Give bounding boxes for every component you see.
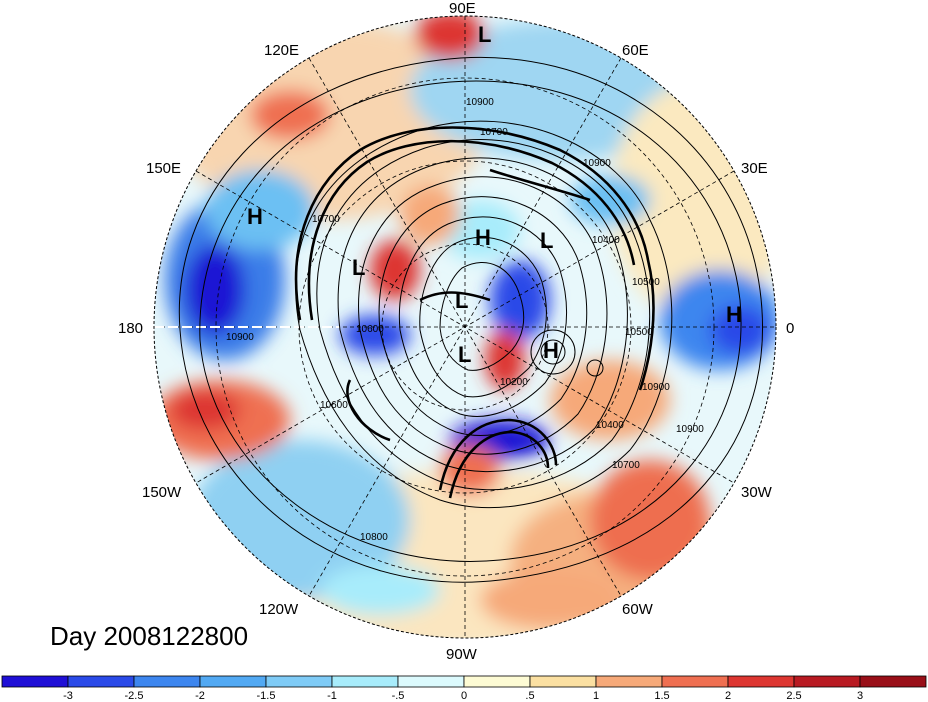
colorbar-tick-label: -1.5 bbox=[257, 690, 276, 702]
contour-label: 10400 bbox=[596, 420, 624, 431]
colorbar-swatch bbox=[133, 675, 201, 688]
longitude-label: 0 bbox=[786, 320, 794, 337]
colorbar-tick-label: -2.5 bbox=[125, 690, 144, 702]
colorbar-tick-label: 2.5 bbox=[786, 690, 801, 702]
contour-label: 10700 bbox=[612, 460, 640, 471]
colorbar-swatch bbox=[661, 675, 729, 688]
colorbar-swatch bbox=[463, 675, 531, 688]
colorbar-swatch bbox=[265, 675, 333, 688]
contour-label: 10900 bbox=[466, 97, 494, 108]
contour-label: 10700 bbox=[480, 127, 508, 138]
colorbar-tick-label: -1 bbox=[327, 690, 337, 702]
longitude-label: 150E bbox=[146, 160, 181, 177]
pressure-center-label: H bbox=[726, 302, 742, 327]
pressure-center-label: H bbox=[543, 338, 559, 363]
colorbar-swatch bbox=[529, 675, 597, 688]
pressure-centers: L H L H L L H H L bbox=[247, 22, 742, 367]
longitude-label: 120E bbox=[264, 42, 299, 59]
pressure-center-label: L bbox=[478, 22, 491, 47]
height-contours bbox=[178, 56, 764, 583]
longitude-label: 90W bbox=[446, 646, 478, 663]
colorbar-tick-label: 2 bbox=[725, 690, 731, 702]
colorbar-swatch bbox=[793, 675, 861, 688]
colorbar bbox=[1, 675, 927, 688]
pressure-center-label: L bbox=[540, 228, 553, 253]
contour-label: 10600 bbox=[356, 324, 384, 335]
contour-label: 10800 bbox=[360, 532, 388, 543]
longitude-label: 120W bbox=[259, 601, 299, 618]
colorbar-swatch bbox=[331, 675, 399, 688]
longitude-label: 30E bbox=[741, 160, 768, 177]
contour-label: 10900 bbox=[676, 424, 704, 435]
pressure-center-label: L bbox=[455, 288, 468, 313]
colorbar-tick-label: 0 bbox=[461, 690, 467, 702]
jet-contours bbox=[294, 126, 655, 499]
colorbar-swatch bbox=[199, 675, 267, 688]
colorbar-tick-label: -.5 bbox=[392, 690, 405, 702]
colorbar-swatch bbox=[1, 675, 69, 688]
pressure-center-label: H bbox=[247, 204, 263, 229]
colorbar-tick-label: -3 bbox=[63, 690, 73, 702]
longitude-label: 60W bbox=[622, 601, 654, 618]
pressure-center-label: L bbox=[352, 255, 365, 280]
pressure-center-label: H bbox=[475, 225, 491, 250]
colorbar-swatch bbox=[397, 675, 465, 688]
contour-label: 10400 bbox=[592, 235, 620, 246]
contour-label: 10900 bbox=[642, 382, 670, 393]
longitude-label: 30W bbox=[741, 484, 773, 501]
longitude-label: 60E bbox=[622, 42, 649, 59]
colorbar-tick-label: 1 bbox=[593, 690, 599, 702]
longitude-label: 150W bbox=[142, 484, 182, 501]
colorbar-tick-label: -2 bbox=[195, 690, 205, 702]
contour-label: 10500 bbox=[625, 327, 653, 338]
colorbar-tick-label: .5 bbox=[525, 690, 534, 702]
longitude-label: 90E bbox=[449, 0, 476, 17]
contour-label: 10200 bbox=[500, 377, 528, 388]
contour-labels: 10900 10700 10900 10400 10500 10200 1040… bbox=[226, 97, 704, 543]
contour-label: 10500 bbox=[632, 277, 660, 288]
pressure-center-label: L bbox=[458, 342, 471, 367]
colorbar-tick-label: 1.5 bbox=[654, 690, 669, 702]
longitude-label: 180 bbox=[118, 320, 143, 337]
anomaly-shading bbox=[154, 16, 776, 638]
colorbar-swatch bbox=[67, 675, 135, 688]
day-label: Day 2008122800 bbox=[50, 621, 248, 651]
contour-label: 10700 bbox=[312, 214, 340, 225]
colorbar-swatch bbox=[859, 675, 927, 688]
colorbar-tick-label: 3 bbox=[857, 690, 863, 702]
map-boundary bbox=[153, 15, 777, 639]
longitude-labels: 90E 60E 30E 0 30W 60W 90W 120W 150W 180 … bbox=[118, 0, 794, 663]
colorbar-swatch bbox=[595, 675, 663, 688]
colorbar-swatch bbox=[727, 675, 795, 688]
contour-label: 10900 bbox=[583, 158, 611, 169]
contour-label: 10600 bbox=[320, 400, 348, 411]
colorbar-labels: -3 -2.5 -2 -1.5 -1 -.5 0 .5 1 1.5 2 2.5 3 bbox=[63, 690, 863, 702]
contour-label: 10900 bbox=[226, 332, 254, 343]
